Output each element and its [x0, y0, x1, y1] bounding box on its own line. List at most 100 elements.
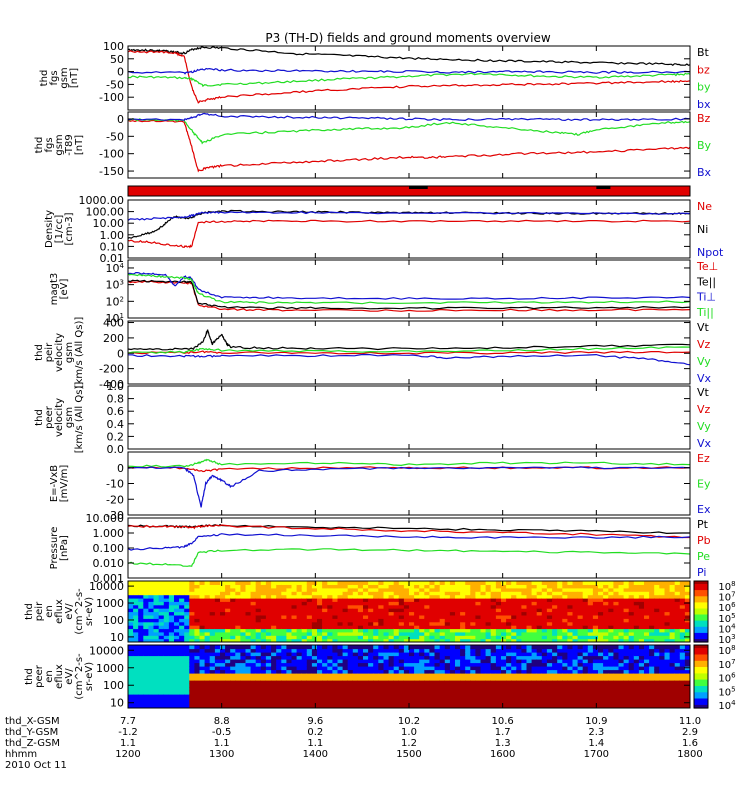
spectrogram-cell — [199, 704, 206, 708]
spectrogram-cell — [317, 648, 323, 653]
spectrogram-cell — [235, 652, 241, 657]
spectrogram-cell — [659, 659, 665, 664]
spectrogram-cell — [342, 631, 349, 636]
spectrogram-cell — [168, 594, 175, 599]
spectrogram-cell — [214, 687, 221, 692]
spectrogram-cell — [654, 659, 660, 664]
spectrogram-cell — [434, 594, 441, 599]
spectrogram-cell — [409, 690, 415, 695]
spectrogram-cell — [281, 584, 287, 589]
spectrogram-cell — [480, 604, 487, 609]
y-axis-label-line: gsm — [64, 407, 75, 428]
spectrogram-cell — [638, 673, 645, 678]
spectrogram-cell — [449, 614, 456, 619]
spectrogram-cell — [403, 594, 410, 599]
spectrogram-cell — [388, 655, 395, 660]
spectrogram-cell — [618, 694, 625, 699]
spectrogram-cell — [598, 628, 604, 633]
colorbar-cell — [694, 665, 708, 668]
spectrogram-cell — [414, 669, 420, 674]
spectrogram-cell — [260, 659, 267, 664]
spectrogram-cell — [378, 608, 384, 613]
spectrogram-cell — [649, 614, 655, 619]
spectrogram-cell — [311, 587, 318, 592]
spectrogram-cell — [199, 701, 206, 706]
spectrogram-cell — [179, 635, 185, 640]
spectrogram-cell — [342, 584, 349, 589]
spectrogram-cell — [638, 666, 645, 671]
spectrogram-cell — [669, 694, 676, 699]
spectrogram-cell — [240, 694, 247, 699]
spectrogram-cell — [414, 631, 420, 636]
spectrogram-cell — [449, 690, 456, 695]
spectrogram-cell — [618, 621, 625, 626]
spectrogram-cell — [424, 697, 430, 702]
legend-label-Ex: Ex — [697, 503, 711, 516]
spectrogram-cell — [546, 608, 553, 613]
spectrogram-cell — [230, 621, 236, 626]
spectrogram-cell — [449, 704, 456, 708]
spectrogram-cell — [557, 697, 563, 702]
spectrogram-cell — [618, 704, 625, 708]
spectrogram-cell — [225, 666, 231, 671]
spectrogram-cell — [449, 597, 456, 602]
spectrogram-cell — [306, 662, 313, 667]
spectrogram-cell — [168, 648, 175, 653]
colorbar-cell — [694, 651, 708, 654]
spectrogram-cell — [352, 694, 359, 699]
spectrogram-cell — [567, 694, 574, 699]
spectrogram-cell — [649, 680, 655, 685]
spectrogram-cell — [352, 655, 359, 660]
spectrogram-cell — [276, 645, 282, 650]
spectrogram-cell — [480, 608, 487, 613]
spectrogram-cell — [383, 601, 390, 606]
spectrogram-cell — [143, 591, 149, 596]
spectrogram-cell — [337, 635, 344, 640]
spectrogram-cell — [434, 587, 441, 592]
spectrogram-cell — [265, 680, 272, 685]
y-tick-label: 100 — [103, 40, 124, 53]
spectrogram-cell — [587, 584, 594, 589]
spectrogram-cell — [521, 666, 528, 671]
spectrogram-cell — [664, 655, 671, 660]
spectrogram-cell — [158, 621, 165, 626]
spectrogram-cell — [531, 597, 538, 602]
spectrogram-cell — [582, 662, 589, 667]
spectrogram-cell — [414, 625, 420, 630]
spectrogram-cell — [536, 601, 543, 606]
spectrogram-cell — [541, 662, 548, 667]
spectrogram-cell — [628, 694, 635, 699]
spectrogram-cell — [153, 704, 160, 708]
spectrogram-cell — [455, 680, 461, 685]
spectrogram-cell — [434, 701, 441, 706]
spectrogram-cell — [638, 608, 645, 613]
spectrogram-cell — [240, 701, 247, 706]
spectrogram-cell — [546, 701, 553, 706]
spectrogram-cell — [240, 659, 247, 664]
spectrogram-cell — [419, 625, 425, 630]
spectrogram-cell — [557, 591, 563, 596]
spectrogram-cell — [598, 604, 604, 609]
spectrogram-cell — [301, 690, 308, 695]
spectrogram-cell — [235, 673, 241, 678]
spectrogram-cell — [495, 701, 502, 706]
spectrogram-cell — [138, 621, 144, 626]
spectrogram-cell — [485, 601, 492, 606]
spectrogram-cell — [357, 591, 364, 596]
spectrogram-cell — [301, 631, 308, 636]
y-axis-label-line: Density — [44, 210, 55, 248]
spectrogram-cell — [419, 621, 425, 626]
spectrogram-cell — [204, 683, 211, 688]
spectrogram-cell — [577, 621, 584, 626]
spectrogram-cell — [194, 591, 201, 596]
spectrogram-cell — [388, 614, 395, 619]
y-axis-label-line: magt3 — [49, 273, 60, 306]
spectrogram-cell — [480, 648, 487, 653]
spectrogram-cell — [490, 704, 497, 708]
spectrogram-cell — [168, 704, 175, 708]
spectrogram-cell — [271, 659, 277, 664]
spectrogram-cell — [378, 591, 384, 596]
spectrogram-cell — [271, 652, 277, 657]
spectrogram-cell — [501, 611, 507, 616]
spectrogram-cell — [306, 594, 313, 599]
